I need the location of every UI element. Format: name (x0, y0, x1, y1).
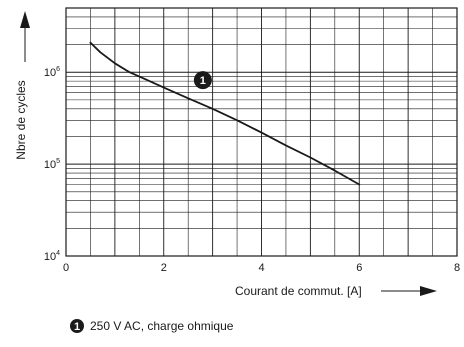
legend-marker (70, 319, 84, 333)
x-tick-label: 2 (161, 262, 167, 274)
x-tick-label: 6 (356, 262, 362, 274)
axes (65, 7, 458, 257)
x-tick-label: 0 (63, 262, 69, 274)
y-tick-labels: 104 105 106 (44, 66, 60, 263)
legend-text: 250 V AC, charge ohmique (90, 319, 234, 333)
y-tick-label: 106 (44, 66, 60, 79)
series-group (89, 41, 361, 186)
x-tick-labels: 0 2 4 6 8 (63, 262, 460, 274)
legend-item: 1 250 V AC, charge ohmique (70, 319, 234, 333)
y-axis-arrow (20, 11, 30, 62)
x-tick-label: 4 (258, 262, 264, 274)
plot-frame (65, 7, 458, 257)
y-tick-label: 105 (44, 158, 60, 171)
x-axis-arrow (381, 286, 437, 296)
x-axis-label: Courant de commut. [A] (235, 284, 362, 298)
svg-text:1: 1 (200, 75, 206, 87)
annotation-markers: 1 (193, 71, 212, 90)
series-line (89, 41, 361, 186)
legend: 1 250 V AC, charge ohmique (70, 319, 234, 333)
y-tick-label: 104 (44, 250, 60, 263)
y-axis-label: Nbre de cycles (14, 80, 28, 159)
svg-text:1: 1 (74, 321, 80, 333)
annotation-marker: 1 (193, 71, 212, 90)
x-tick-label: 8 (454, 262, 460, 274)
